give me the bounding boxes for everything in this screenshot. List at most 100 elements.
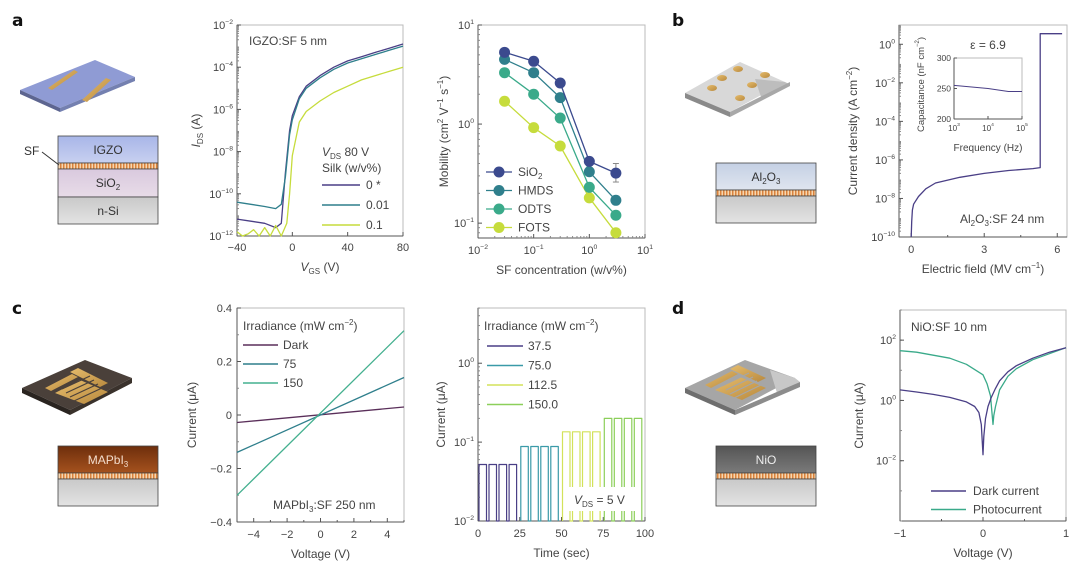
legend-label: Dark current — [973, 484, 1040, 498]
chart-annotation: Al2O3:SF 24 nm — [960, 212, 1044, 228]
electrode — [82, 78, 111, 102]
data-point — [528, 88, 540, 100]
data-point — [499, 95, 511, 107]
device-b-3d — [685, 62, 790, 117]
legend-title: Irradiance (mW cm−2) — [484, 318, 598, 333]
chart-annotation: VDS = 5 V — [574, 493, 625, 509]
tick-label: 10−8 — [213, 146, 233, 159]
tick-label: 10−1 — [524, 244, 544, 257]
inset-x-label: Frequency (Hz) — [954, 143, 1023, 154]
tick-label: 10−6 — [213, 103, 233, 116]
chart-current-density: 10−10 10−8 10−6 10−4 10−2 100 0 3 6 Al2O3:SF 24 n… — [845, 24, 1068, 276]
tick-label: 10−4 — [213, 61, 233, 74]
data-point — [528, 67, 540, 79]
data-point — [528, 55, 540, 67]
tick-label: 200 — [937, 114, 951, 124]
tick-label: 10−2 — [454, 515, 474, 528]
legend-label: Photocurrent — [973, 503, 1042, 517]
tick-label: 0 — [908, 244, 914, 256]
legend-label: SiO2 — [518, 165, 543, 181]
chart-annotation: NiO:SF 10 nm — [911, 320, 987, 334]
tick-label: −40 — [228, 242, 247, 254]
data-point — [610, 227, 622, 239]
data-point — [583, 181, 595, 193]
layer-label: n-Si — [97, 204, 118, 218]
y-axis-label: Current (μA) — [852, 382, 866, 448]
tick-label: 100 — [458, 118, 474, 131]
layer-sf — [57, 472, 159, 480]
device-c-3d — [22, 360, 132, 415]
x-axis-label: Voltage (V) — [291, 547, 350, 561]
tick-label: 40 — [342, 242, 354, 254]
layer-igzo — [57, 135, 159, 164]
x-axis-label: VGS (V) — [301, 260, 340, 276]
tick-label: 0 — [980, 528, 986, 540]
tick-label: 6 — [1054, 244, 1060, 256]
tick-label: −1 — [894, 528, 907, 540]
chart-photoresponse: 10−2 10−1 100 0 25 50 75 100 Irradiance (mW cm−2… — [434, 307, 654, 560]
data-point — [610, 167, 622, 179]
legend-label: FOTS — [518, 221, 550, 235]
series-line-0.01 — [236, 45, 404, 210]
tick-label: 10−6 — [875, 154, 895, 167]
chart-iv-nio: 10−2 100 102 −1 0 1 NiO:SF 10 nm Dark current Ph… — [852, 309, 1069, 560]
data-point — [554, 77, 566, 89]
y-axis-label: Mobility (cm2 V−1 s−1) — [436, 76, 451, 187]
inset-series-line — [953, 84, 1022, 92]
inset-chart: 200 250 300 103 104 105 ε = 6.9 Frequency (Hz) C… — [915, 37, 1028, 154]
legend-label: 0 * — [366, 178, 381, 192]
tick-label: 104 — [982, 122, 994, 133]
tick-label: 0 — [317, 529, 323, 541]
series-line-0.1 — [236, 66, 404, 237]
data-point — [583, 155, 595, 167]
tick-label: 10−2 — [875, 77, 895, 90]
tick-label: 0.4 — [217, 303, 232, 315]
legend-marker — [493, 166, 505, 178]
tick-label: 105 — [1016, 122, 1028, 133]
tick-label: −0.4 — [210, 517, 232, 529]
series-line-Photocurrent — [899, 347, 1067, 426]
legend-label: 0.01 — [366, 198, 390, 212]
cross-section-a: IGZO SiO2 n-Si SF — [24, 135, 159, 225]
layer-n-si — [57, 196, 159, 225]
device-a-3d — [20, 60, 135, 112]
legend-label: 150.0 — [528, 398, 558, 412]
tick-label: −2 — [281, 529, 294, 541]
tick-label: 100 — [879, 38, 895, 51]
layer-sf — [715, 472, 817, 480]
tick-label: 103 — [948, 122, 960, 133]
inset-annotation: ε = 6.9 — [970, 38, 1006, 52]
tick-label: 3 — [981, 244, 987, 256]
series-line-37.5 — [478, 463, 518, 522]
layer-nio — [715, 445, 817, 474]
data-point — [499, 67, 511, 79]
legend-label: ODTS — [518, 202, 551, 216]
panel-letter-a: a — [12, 11, 23, 31]
series-line — [910, 33, 1063, 238]
layer-substrate — [715, 478, 817, 507]
data-point — [554, 140, 566, 152]
tick-label: 100 — [880, 394, 896, 407]
legend-title: Irradiance (mW cm−2) — [243, 318, 357, 333]
layer-label: SiO2 — [96, 176, 121, 192]
series-line-0 * — [236, 43, 404, 229]
layer-label: IGZO — [93, 143, 122, 157]
y-axis-label: Current density (A cm−2) — [845, 67, 860, 196]
legend-marker — [493, 203, 505, 215]
panel-letter-b: b — [672, 11, 684, 31]
tick-label: 10−10 — [209, 188, 233, 201]
layer-label: MAPbI3 — [88, 453, 129, 469]
device-d-3d — [685, 360, 800, 415]
tick-label: 10−2 — [213, 19, 233, 32]
tick-label: 75 — [597, 528, 609, 540]
tick-label: 2 — [351, 529, 357, 541]
tick-label: −4 — [247, 529, 260, 541]
y-axis-label: IDS (A) — [189, 114, 205, 148]
layer-label: Al2O3 — [752, 170, 781, 186]
tick-label: 250 — [937, 84, 951, 94]
series-line-150 — [236, 330, 405, 496]
legend-label: 0.1 — [366, 218, 383, 232]
layer-label: NiO — [756, 453, 777, 467]
legend-label: 75 — [283, 357, 297, 371]
